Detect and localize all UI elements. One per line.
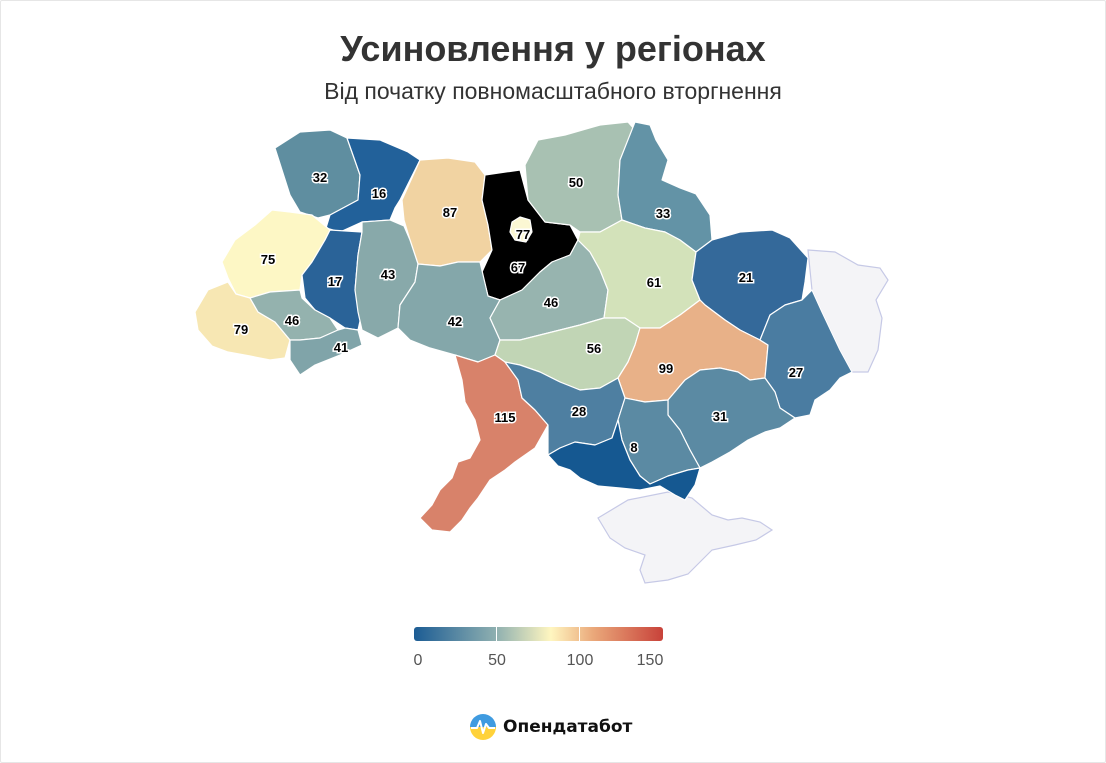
color-scale-tick bbox=[496, 627, 497, 641]
color-scale-bar bbox=[414, 627, 663, 641]
value-label-dnipropetrovsk: 99 bbox=[659, 361, 673, 376]
value-label-vinnytsia: 42 bbox=[448, 314, 462, 329]
value-label-lviv: 75 bbox=[261, 252, 275, 267]
value-label-ivano-frankivsk: 46 bbox=[285, 313, 299, 328]
value-label-cherkasy: 46 bbox=[544, 295, 558, 310]
value-label-kyiv-oblast: 67 bbox=[511, 260, 525, 275]
value-label-volyn: 32 bbox=[313, 170, 327, 185]
value-label-kherson: 8 bbox=[630, 440, 637, 455]
value-label-chernivtsi: 41 bbox=[334, 340, 348, 355]
color-scale-tick bbox=[579, 627, 580, 641]
chart-subtitle: Від початку повномасштабного вторгнення bbox=[324, 78, 782, 104]
region-luhansk[interactable] bbox=[759, 289, 853, 419]
brand-name: Опендатабот bbox=[503, 717, 633, 737]
value-label-sumy: 33 bbox=[656, 206, 670, 221]
value-label-kirovohrad: 56 bbox=[587, 341, 601, 356]
value-label-poltava: 61 bbox=[647, 275, 661, 290]
value-label-donetsk: 31 bbox=[713, 409, 727, 424]
brand-footer: Опендатабот bbox=[469, 713, 632, 741]
value-label-kharkiv: 21 bbox=[739, 270, 753, 285]
legend-label-50: 50 bbox=[488, 652, 506, 669]
region-chernivtsi[interactable] bbox=[289, 327, 363, 376]
value-label-kyiv-city: 77 bbox=[516, 227, 530, 242]
value-label-rivne: 16 bbox=[372, 186, 386, 201]
legend-label-100: 100 bbox=[566, 652, 594, 669]
chart-title: Усиновлення у регіонах bbox=[340, 28, 766, 69]
value-label-luhansk: 27 bbox=[789, 365, 803, 380]
value-label-mykolaiv: 28 bbox=[572, 404, 586, 419]
value-label-odesa: 115 bbox=[495, 410, 516, 425]
region-kyiv-city[interactable] bbox=[509, 216, 533, 243]
region-crimea bbox=[597, 491, 774, 584]
value-label-zakarpattia: 79 bbox=[234, 322, 248, 337]
value-label-zhytomyr: 87 bbox=[443, 205, 457, 220]
value-label-ternopil: 17 bbox=[328, 274, 342, 289]
value-label-khmelnytskyi: 43 bbox=[381, 267, 395, 282]
opendatabot-logo-icon bbox=[470, 714, 496, 740]
legend-label-150: 150 bbox=[636, 652, 664, 669]
region-zakarpattia[interactable] bbox=[194, 281, 291, 361]
value-label-chernihiv: 50 bbox=[569, 175, 583, 190]
legend-label-0: 0 bbox=[413, 652, 423, 669]
region-kherson[interactable] bbox=[547, 419, 701, 501]
